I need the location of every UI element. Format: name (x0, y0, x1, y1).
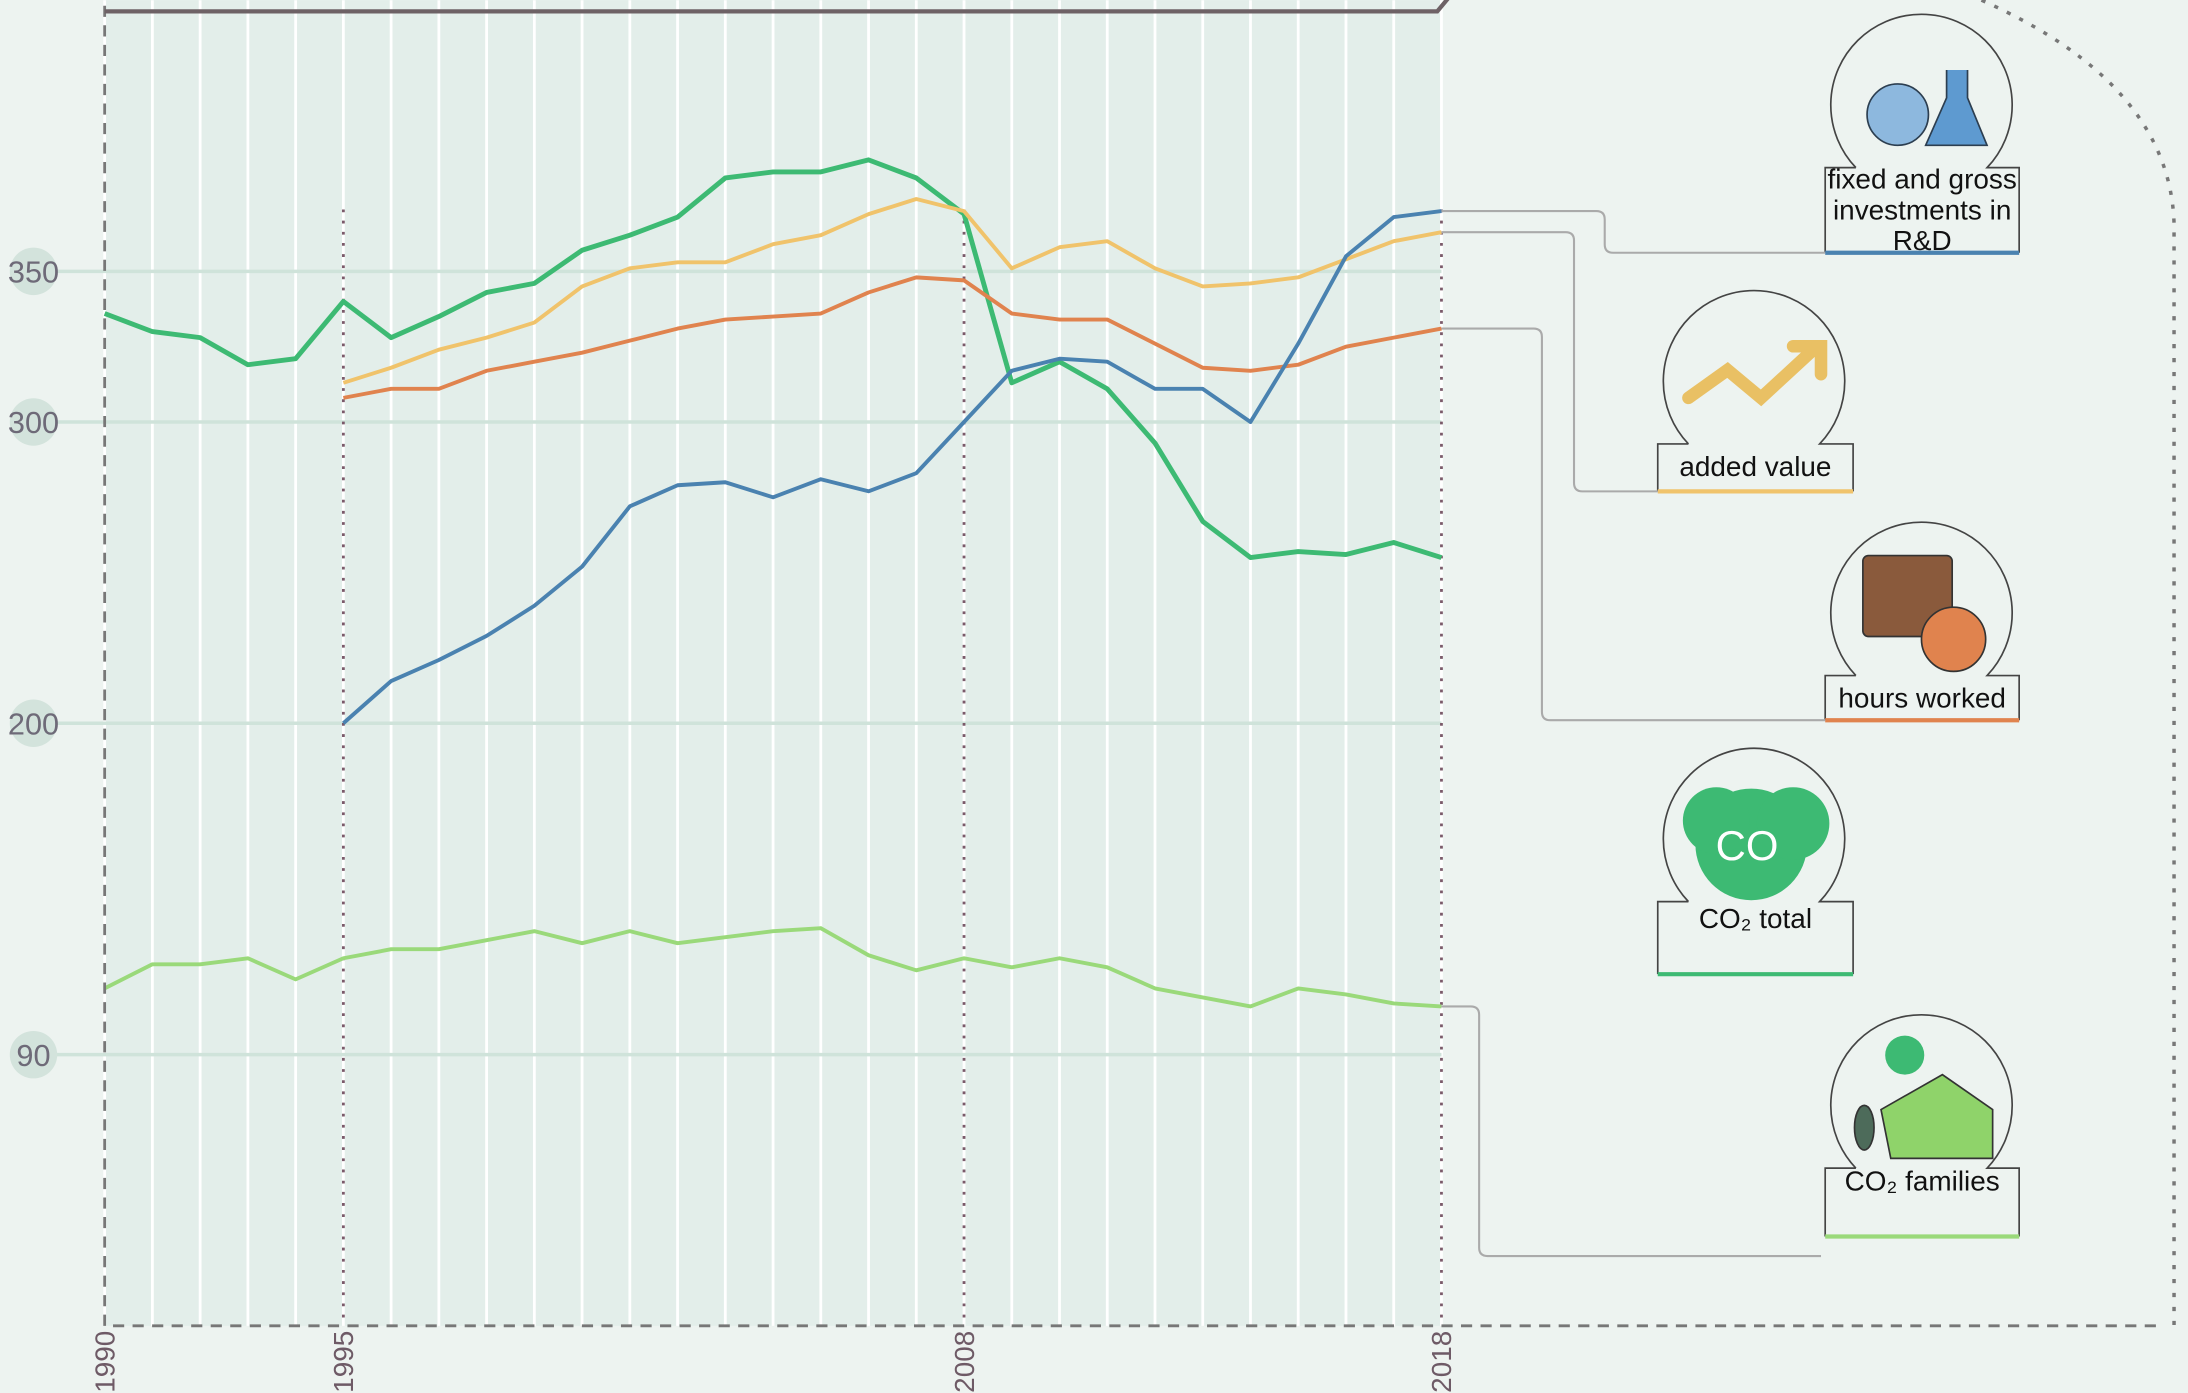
y-tick-label: 350 (8, 255, 59, 290)
legend-label: added value (1649, 452, 1861, 483)
x-tick-label: 1990 (89, 1331, 120, 1393)
legend-label-box: CO₂ families (1817, 1167, 2028, 1242)
legend-connector (1441, 1006, 1821, 1256)
page: {"chart_data":{"type":"line", "x":[1990,… (0, 0, 2188, 1393)
chart: 90 200 300 350 1990 1995 2008 2018 CO CO₂ total… (0, 0, 2188, 1393)
y-tick-label: 200 (8, 706, 59, 741)
x-tick-label: 2018 (1426, 1331, 1457, 1393)
legend-label-box: added value (1649, 452, 1861, 497)
y-tick-label: 90 (16, 1038, 50, 1073)
x-tick-label: 2008 (949, 1331, 980, 1393)
x-tick-label: 1995 (328, 1331, 359, 1393)
legend-label: hours worked (1817, 684, 2028, 715)
legend-label-box: CO₂ total (1649, 904, 1861, 979)
legend-label-box: fixed and gross investments in R&D (1817, 165, 2028, 258)
legend-label-box: hours worked (1817, 684, 2028, 726)
legend-label: fixed and gross investments in R&D (1817, 165, 2028, 257)
legend-label: CO₂ total (1649, 904, 1861, 935)
legend-connector (1441, 232, 1657, 491)
y-tick-label: 300 (8, 405, 59, 440)
svg-text:CO: CO (1716, 822, 1779, 869)
legend-label: CO₂ families (1817, 1167, 2028, 1198)
